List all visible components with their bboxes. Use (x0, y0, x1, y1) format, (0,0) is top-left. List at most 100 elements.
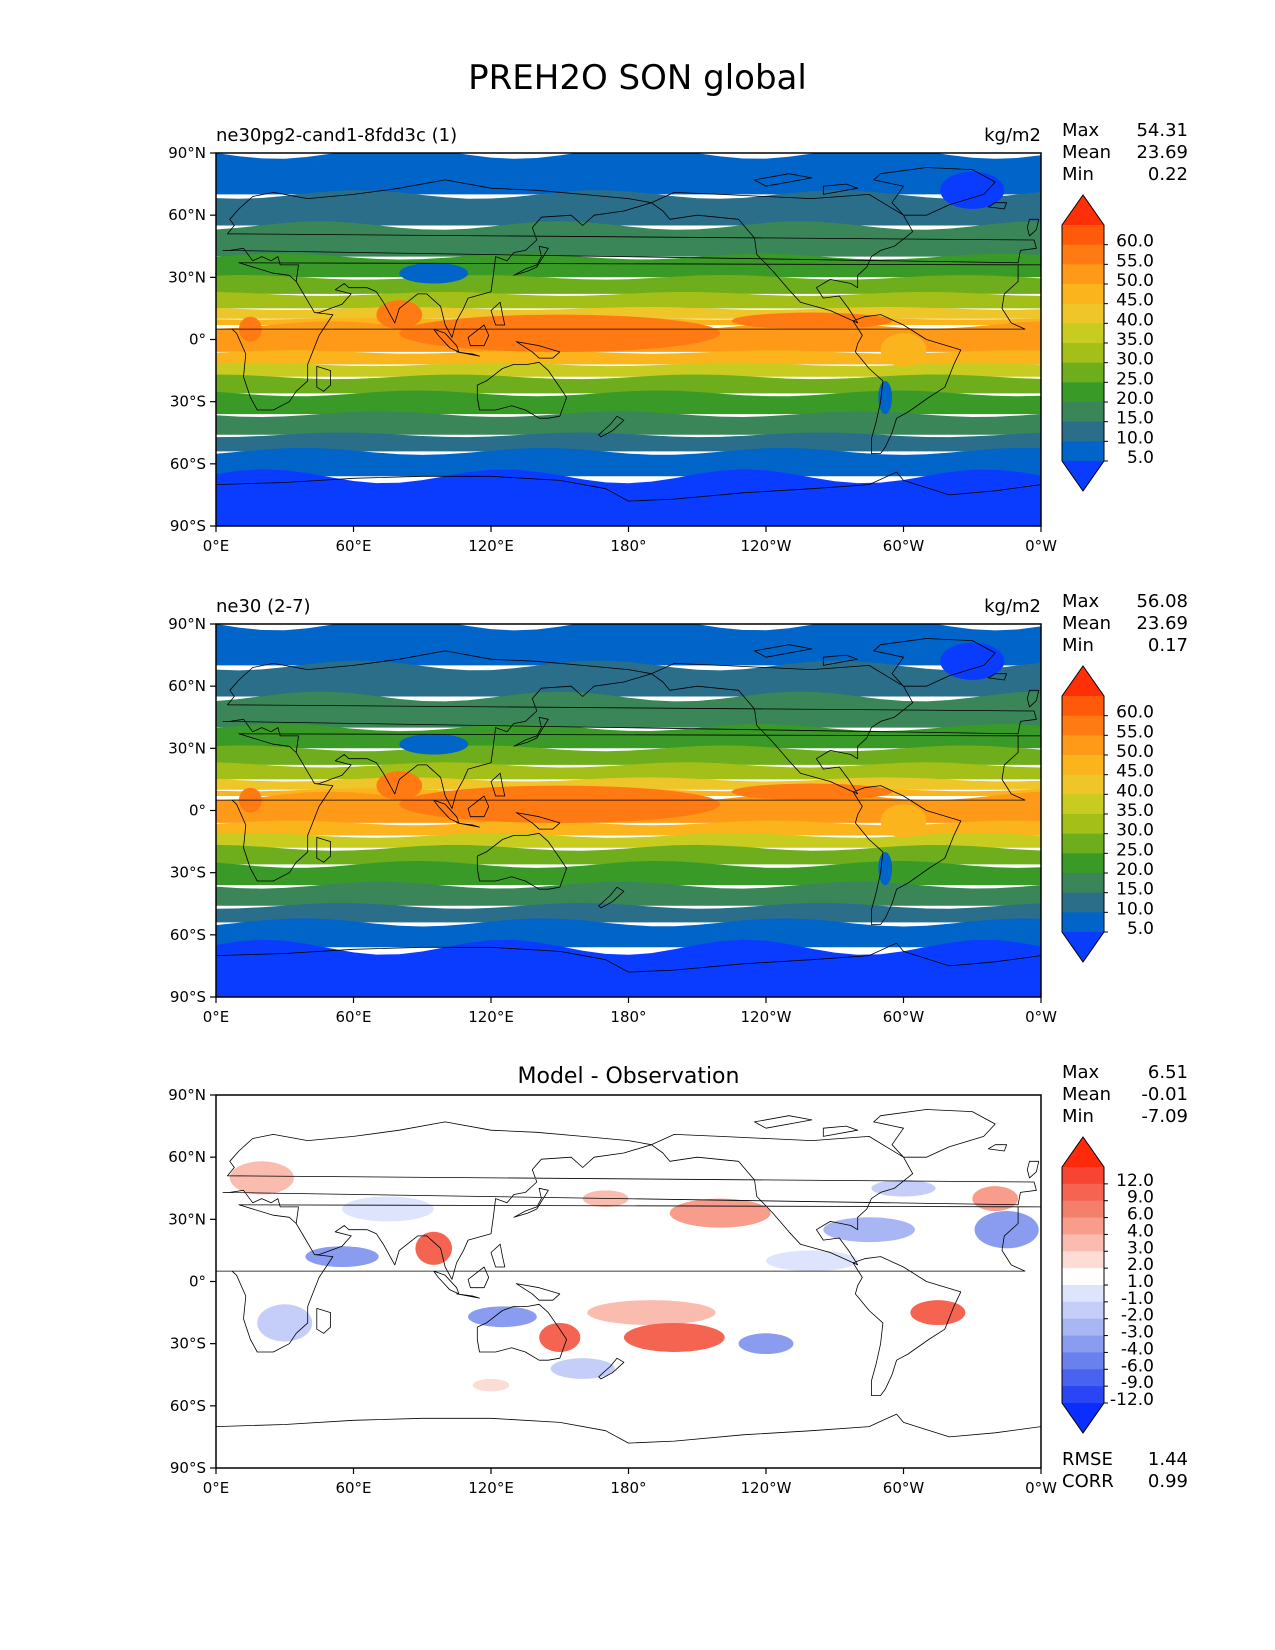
x-tick-label: 180° (610, 537, 646, 555)
stat-label: Min (1062, 164, 1094, 185)
colorbar-swatch (1062, 833, 1104, 854)
colorbar-swatch (1062, 715, 1104, 736)
panel-label: ne30pg2-cand1-8fdd3c (1) (216, 125, 457, 146)
contour-blob (399, 314, 721, 352)
contour-field (216, 624, 1041, 997)
colorbar-swatch (1062, 264, 1104, 285)
contour-blob (468, 1306, 537, 1328)
colorbar-tick-label: 3.0 (1127, 1238, 1154, 1258)
stat-value: 6.51 (1148, 1062, 1188, 1083)
contour-band (216, 291, 1041, 309)
colorbar-swatch (1062, 1234, 1104, 1252)
colorbar-swatch (1062, 1167, 1104, 1185)
colorbar-tick-label: -9.0 (1121, 1373, 1154, 1393)
colorbar-tick-label: 35.0 (1116, 801, 1154, 821)
contour-blob (376, 300, 423, 330)
coastline (216, 1109, 1041, 1468)
contour-blob (472, 1378, 510, 1392)
contour-band (216, 153, 1041, 195)
test-panel: 0°E 60°E 120°E 180° 120°W 60°W 0°W 90°N 60°N 30°N… (168, 120, 1188, 555)
colorbar-swatch (1062, 225, 1104, 246)
contour-blob (376, 771, 423, 801)
colorbar-tick-label: -3.0 (1121, 1323, 1154, 1343)
colorbar-swatch (1062, 794, 1104, 815)
contour-band (216, 190, 1041, 226)
stat-label: Max (1062, 120, 1100, 141)
colorbar-extend-max (1062, 1137, 1104, 1167)
footer-stat-label: RMSE (1062, 1449, 1113, 1470)
colorbar-tick-label: 25.0 (1116, 840, 1154, 860)
colorbar-tick-label: 35.0 (1116, 330, 1154, 350)
x-tick-label: 0°E (203, 1008, 230, 1026)
contour-blob (415, 1231, 453, 1265)
contour-blob (257, 1304, 313, 1342)
colorbar-swatch (1062, 1335, 1104, 1353)
ref-panel: 0°E 60°E 120°E 180° 120°W 60°W 0°W 90°N 60°N 30°N… (168, 591, 1188, 1026)
contour-blob (399, 262, 469, 284)
colorbar-tick-label: 15.0 (1116, 880, 1154, 900)
colorbar-tick-label: 5.0 (1127, 448, 1154, 468)
contour-band (216, 469, 1041, 526)
x-tick-label: 60°W (883, 1008, 925, 1026)
colorbar-swatch (1062, 1268, 1104, 1286)
contour-blob (766, 1250, 858, 1272)
colorbar-swatch (1062, 441, 1104, 462)
contour-blob (880, 804, 927, 838)
y-tick-label: 90°S (170, 988, 206, 1006)
contour-blob (823, 1217, 915, 1243)
colorbar-swatch (1062, 912, 1104, 933)
colorbar-swatch (1062, 1386, 1104, 1404)
diff-panel: 0°E 60°E 120°E 180° 120°W 60°W 0°W 90°N 60°N 30°N… (168, 1062, 1188, 1497)
contour-band (216, 362, 1041, 377)
colorbar-tick-label: 50.0 (1116, 271, 1154, 291)
colorbar-swatch (1062, 696, 1104, 717)
colorbar-swatch (1062, 244, 1104, 265)
x-tick-label: 180° (610, 1479, 646, 1497)
contour-band (216, 447, 1041, 477)
contour-band (216, 1095, 1041, 1468)
stat-value: 23.69 (1136, 613, 1188, 634)
colorbar-tick-label: 5.0 (1127, 919, 1154, 939)
contour-band (216, 350, 1041, 365)
contour-blob (342, 1196, 434, 1222)
y-tick-label: 60°S (170, 1397, 206, 1415)
contour-band (216, 881, 1041, 906)
y-tick-label: 30°N (168, 739, 206, 757)
colorbar-swatch (1062, 1285, 1104, 1303)
contour-blob (940, 642, 1005, 680)
y-tick-label: 90°S (170, 517, 206, 535)
stat-label: Max (1062, 1062, 1100, 1083)
contour-blob (878, 851, 893, 886)
stat-label: Max (1062, 591, 1100, 612)
colorbar-extend-min (1062, 461, 1104, 491)
contour-band (216, 432, 1041, 452)
contour-blob (940, 171, 1005, 209)
stat-value: -7.09 (1141, 1106, 1188, 1127)
colorbar-tick-label: -6.0 (1121, 1356, 1154, 1376)
x-tick-label: 180° (610, 1008, 646, 1026)
colorbar-tick-label: 55.0 (1116, 722, 1154, 742)
colorbar-tick-label: 4.0 (1127, 1221, 1154, 1241)
contour-blob (972, 1186, 1019, 1212)
y-tick-label: 60°S (170, 455, 206, 473)
contour-blob (399, 733, 469, 755)
y-tick-label: 90°S (170, 1459, 206, 1477)
colorbar-tick-label: 50.0 (1116, 742, 1154, 762)
colorbar-tick-label: -1.0 (1121, 1289, 1154, 1309)
colorbar-swatch (1062, 892, 1104, 913)
colorbar-swatch (1062, 774, 1104, 795)
stat-label: Mean (1062, 613, 1111, 634)
colorbar-tick-label: 30.0 (1116, 821, 1154, 841)
x-tick-label: 0°E (203, 1479, 230, 1497)
contour-blob (669, 1198, 771, 1228)
y-tick-label: 30°S (170, 864, 206, 882)
colorbar-swatch (1062, 323, 1104, 344)
x-tick-label: 0°W (1025, 537, 1057, 555)
contour-band (216, 660, 1041, 697)
colorbar-tick-label: 60.0 (1116, 232, 1154, 252)
y-tick-label: 30°S (170, 393, 206, 411)
contour-band (216, 939, 1041, 997)
colorbar-swatch (1062, 735, 1104, 756)
contour-band (216, 833, 1041, 848)
